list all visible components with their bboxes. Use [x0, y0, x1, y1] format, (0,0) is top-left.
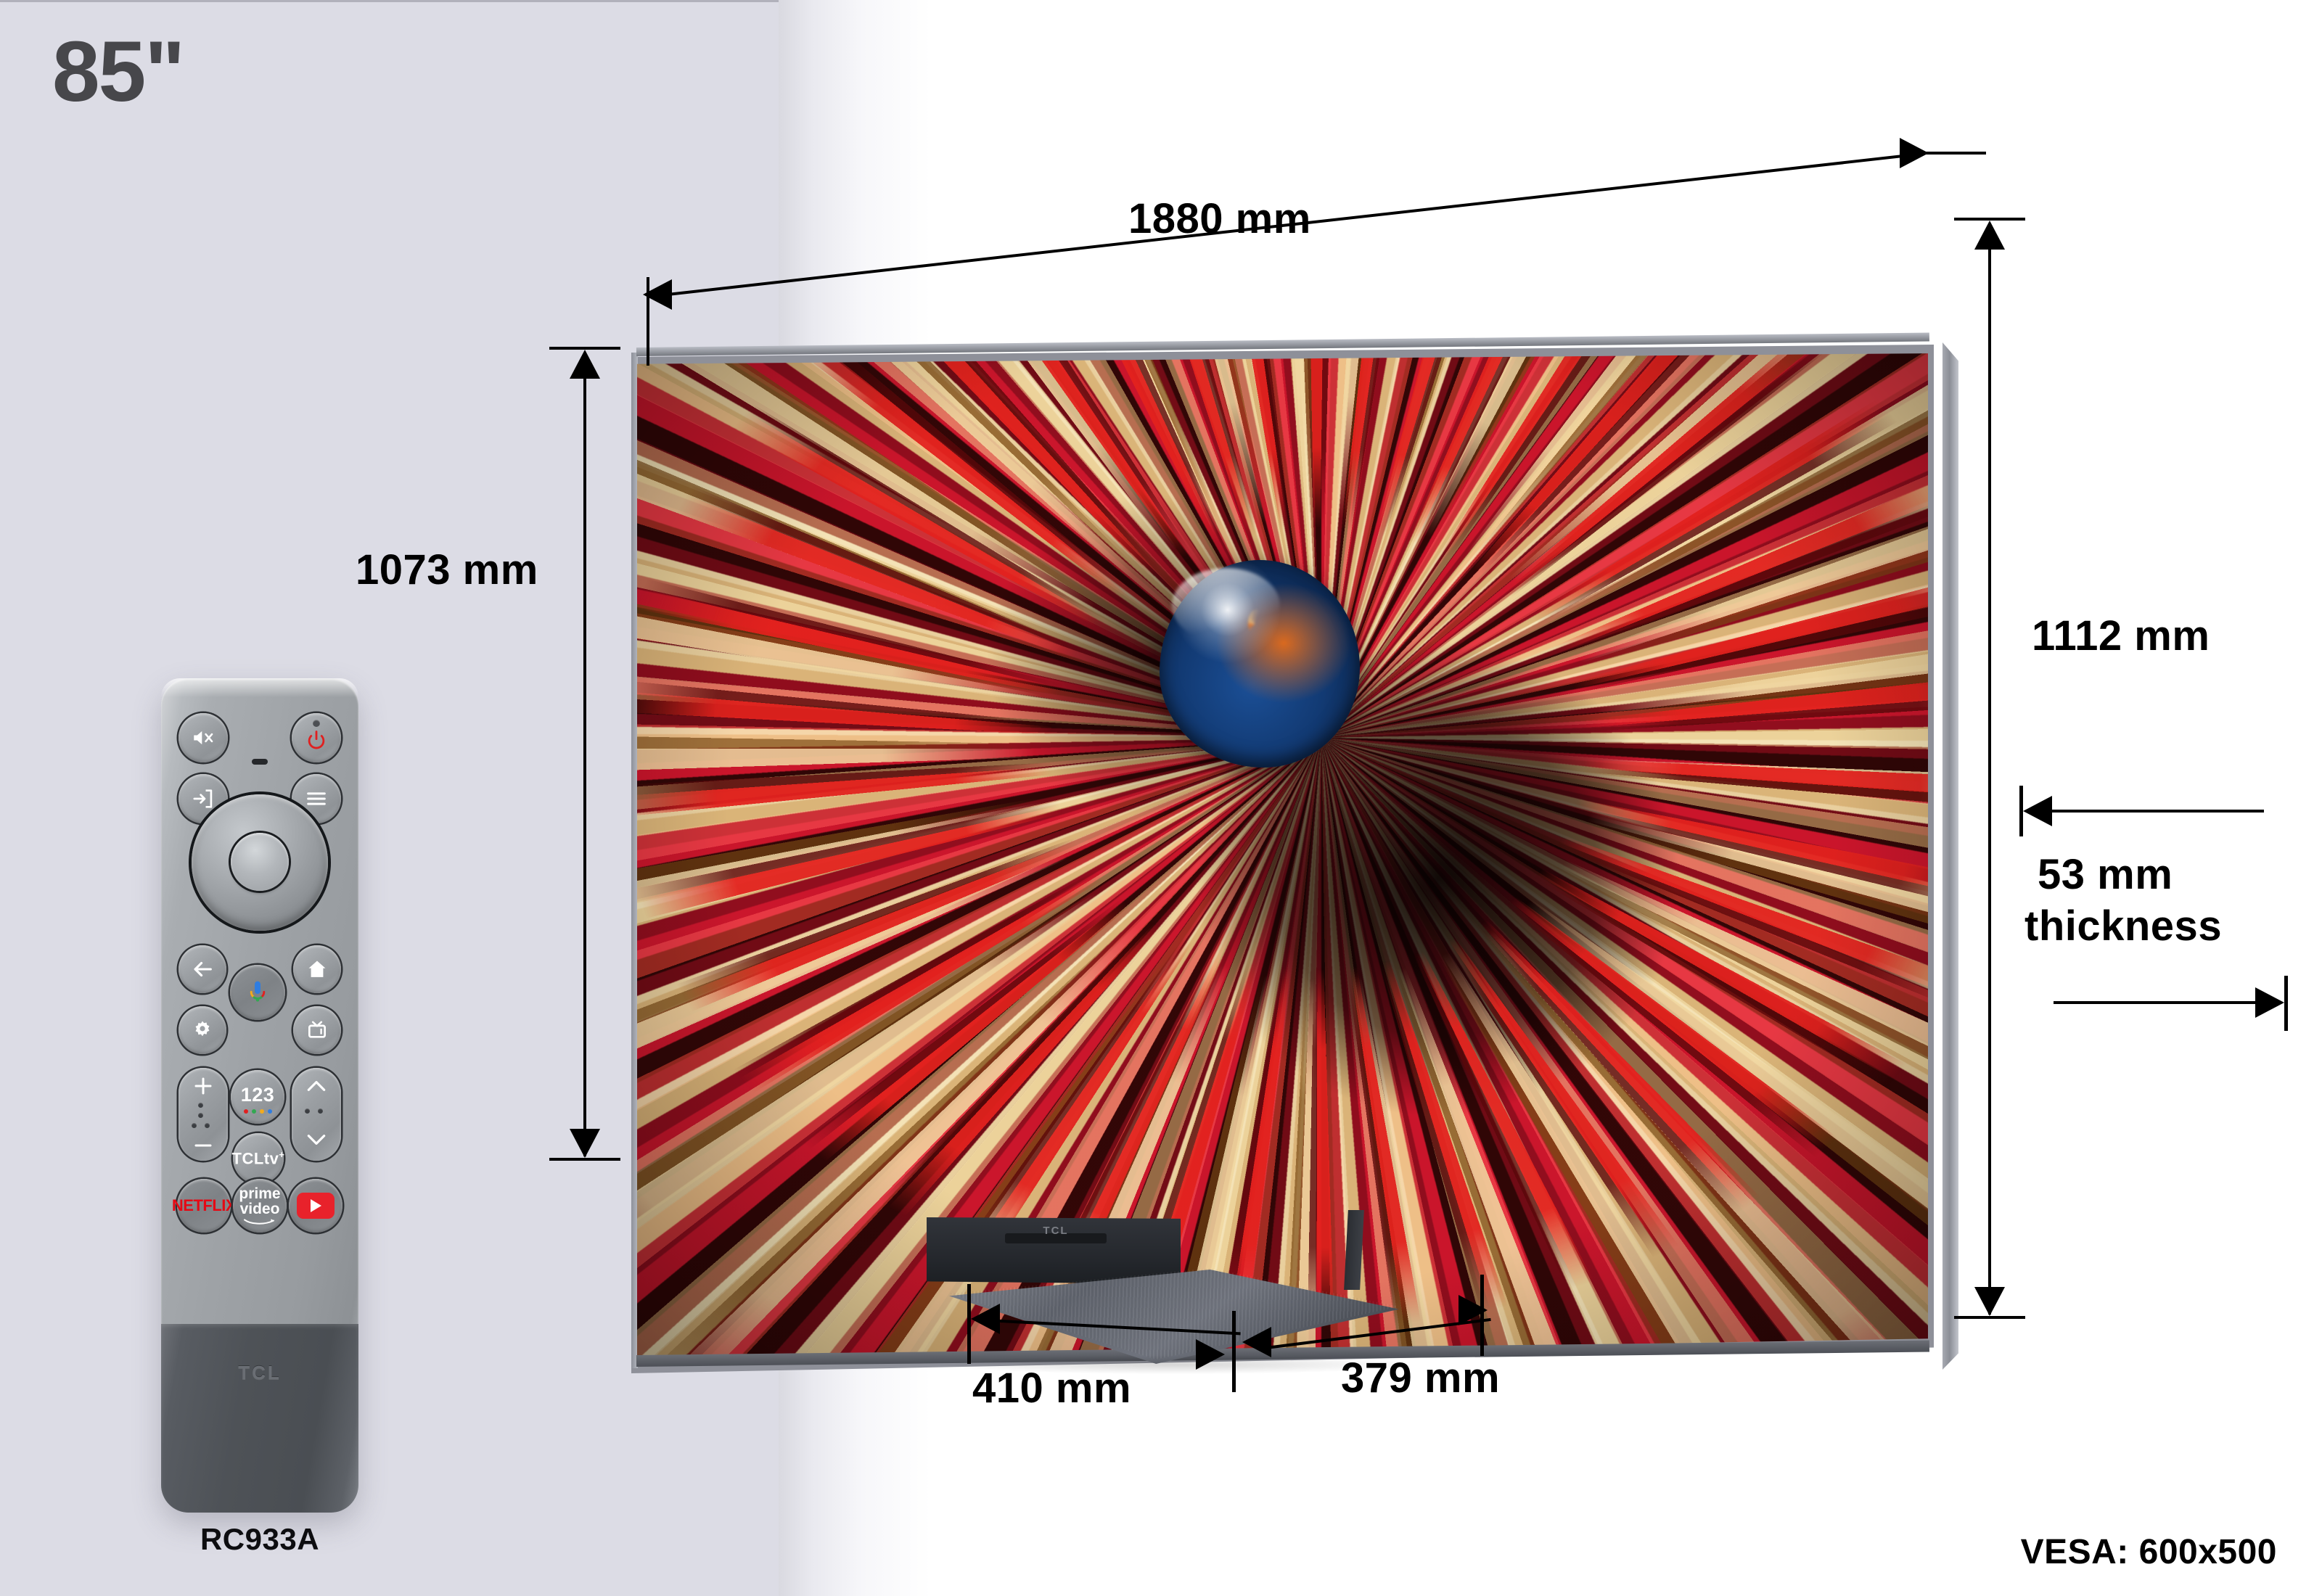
screen-size-label: 85" [52, 24, 185, 120]
remote-dpad-ring[interactable] [192, 794, 328, 931]
remote-ir-indicator [252, 759, 268, 765]
tv-right-side-edge [1942, 342, 1958, 1370]
amazon-smile-icon [244, 1219, 274, 1225]
remote-lower-housing: TCL [161, 1324, 358, 1513]
dim-stand-left-arrow-right [1196, 1339, 1225, 1370]
dim-thickness-arrow-right [2255, 987, 2284, 1018]
vesa-mount-label: VESA: 600x500 [2020, 1533, 2277, 1571]
power-led-dot [313, 720, 320, 727]
dim-total-height-line [1988, 223, 1991, 1315]
dim-stand-right-arrow-left [1242, 1327, 1271, 1357]
remote-brand-logo: TCL [238, 1362, 282, 1383]
input-source-icon [193, 789, 213, 808]
remote-button-numeric[interactable]: 123 [231, 1070, 284, 1124]
chevron-down-icon [307, 1135, 326, 1145]
remote-button-tcl-tv-plus[interactable]: TCLtv+ [231, 1133, 285, 1184]
remote-button-settings[interactable] [179, 1006, 226, 1054]
tv-stand-shadow [943, 1355, 1408, 1374]
dim-total-height-bottom-cap [1954, 1316, 2025, 1319]
remote-button-power[interactable] [292, 713, 341, 762]
channel-braille-dots [305, 1108, 323, 1114]
dim-width-arrow-right [1900, 138, 1929, 168]
dim-stand-left-start-cap [967, 1284, 971, 1364]
remote-button-prime-video[interactable]: prime video [233, 1179, 287, 1233]
mute-icon [194, 731, 213, 745]
dim-total-height-arrow-down [1974, 1287, 2005, 1316]
remote-button-back[interactable] [179, 945, 226, 993]
dim-total-height-top-cap [1954, 218, 2025, 221]
numeric-label: 123 [240, 1083, 275, 1106]
home-icon [308, 961, 326, 977]
tv-guide-icon [308, 1021, 326, 1038]
menu-icon [307, 792, 326, 805]
dim-width-right-cap [1915, 152, 1986, 155]
dim-thickness-value-label: 53 mm [2038, 851, 2173, 898]
chevron-up-icon [307, 1081, 326, 1091]
remote-button-google-assistant[interactable] [230, 965, 285, 1020]
dim-total-height-arrow-up [1974, 221, 2005, 250]
television [631, 210, 1959, 1373]
dim-thickness-line-lower [2054, 1001, 2268, 1004]
dim-width-left-cap [647, 277, 649, 366]
dim-screen-height-arrow-up [570, 350, 600, 379]
remote-button-netflix[interactable]: NETFLIX [172, 1179, 237, 1233]
gear-icon [195, 1021, 210, 1037]
remote-button-tv-guide[interactable] [293, 1006, 341, 1054]
dim-screen-height-bottom-cap [549, 1158, 620, 1161]
dim-total-height-label: 1112 mm [2032, 612, 2210, 659]
remote-channel-rocker[interactable] [292, 1068, 341, 1161]
panel-top-hairline [0, 0, 779, 2]
dim-thickness-arrow-left [2023, 796, 2052, 826]
minus-icon [194, 1144, 212, 1147]
tv-stand-brand-logo: TCL [1043, 1225, 1069, 1237]
remote-control: 123 TCLtv+ NETFLIX pri [161, 678, 358, 1513]
remote-button-mute[interactable] [179, 713, 228, 762]
dim-stand-right-end-cap [1480, 1275, 1484, 1356]
dim-stand-left-label: 410 mm [972, 1365, 1132, 1412]
dim-thickness-right-cap [2284, 976, 2288, 1031]
remote-button-home[interactable] [293, 945, 341, 993]
dim-thickness-line-upper [2039, 810, 2264, 813]
remote-volume-rocker[interactable] [179, 1068, 228, 1161]
remote-top-sheen [161, 678, 358, 697]
tcl-tv-plus-label: TCLtv+ [231, 1148, 285, 1168]
dim-stand-right-label: 379 mm [1341, 1354, 1501, 1402]
tv-stand-neck [927, 1217, 1181, 1284]
dim-thickness-word-label: thickness [2024, 902, 2223, 950]
remote-button-ok[interactable] [231, 833, 289, 891]
back-arrow-icon [194, 961, 212, 977]
dim-width-label: 1880 mm [1128, 195, 1311, 242]
dim-screen-height-label: 1073 mm [356, 546, 538, 593]
power-icon [308, 731, 325, 749]
plus-icon [194, 1077, 212, 1095]
dim-screen-height-arrow-down [570, 1129, 600, 1158]
dim-width-arrow-left [643, 279, 672, 310]
dim-thickness-left-cap [2019, 786, 2023, 836]
dim-screen-height-top-cap [549, 347, 620, 350]
volume-braille-dots [192, 1103, 210, 1128]
netflix-label: NETFLIX [171, 1196, 237, 1214]
google-assistant-mic-icon [250, 981, 266, 1002]
screen-artwork-vignette [637, 353, 1928, 1362]
tv-screen [637, 353, 1928, 1362]
prime-video-label: prime video [239, 1185, 281, 1226]
remote-button-youtube[interactable] [289, 1179, 342, 1233]
tv-stand-neck-slot [1005, 1233, 1107, 1243]
youtube-play-icon [297, 1193, 335, 1219]
numeric-color-dots [231, 1109, 284, 1114]
dim-stand-left-arrow-left [971, 1304, 1000, 1334]
dim-stand-left-end-cap [1232, 1311, 1236, 1392]
dim-screen-height-line [583, 353, 586, 1156]
tv-left-bezel-edge [631, 353, 638, 1368]
remote-model-label: RC933A [200, 1522, 320, 1556]
